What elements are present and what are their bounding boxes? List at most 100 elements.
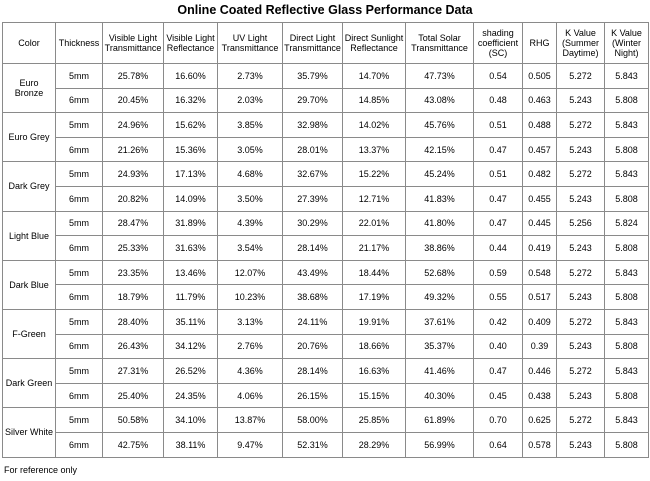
table-cell: 5.272 bbox=[556, 358, 605, 384]
color-cell: Dark Blue bbox=[2, 259, 56, 310]
table-cell: 6mm bbox=[55, 87, 103, 114]
table-cell: 0.505 bbox=[522, 63, 557, 89]
table-cell: 5mm bbox=[55, 358, 103, 384]
column-header: Color bbox=[2, 22, 56, 64]
table-cell: 35.79% bbox=[282, 63, 343, 89]
table-cell: 42.15% bbox=[405, 136, 474, 163]
table-cell: 5.843 bbox=[604, 161, 649, 187]
table-row: 6mm 26.43% 34.12% 2.76% 20.76% 18.66% 35.37% 0.… bbox=[3, 333, 649, 360]
table-cell: 27.39% bbox=[282, 185, 343, 212]
table-cell: 5.843 bbox=[604, 308, 649, 335]
color-cell: Dark Grey bbox=[2, 161, 56, 212]
table-cell: 0.419 bbox=[522, 235, 557, 261]
column-header: K Value (Summer Daytime) bbox=[556, 22, 605, 64]
table-cell: 0.409 bbox=[522, 308, 557, 335]
table-row: Dark Green 5mm 27.31% 26.52% 4.36% 28.14% 16.6… bbox=[2, 358, 649, 409]
table-cell: 5.243 bbox=[556, 87, 605, 114]
table-cell: 25.33% bbox=[102, 235, 164, 261]
table-row: 6mm 25.40% 24.35% 4.06% 26.15% 15.15% 40.30% 0.… bbox=[3, 382, 649, 409]
table-cell: 12.71% bbox=[342, 185, 406, 212]
table-cell: 56.99% bbox=[405, 431, 474, 458]
table-cell: 42.75% bbox=[102, 431, 164, 458]
table-cell: 0.48 bbox=[473, 87, 523, 114]
table-cell: 3.50% bbox=[217, 185, 283, 212]
table-cell: 43.08% bbox=[405, 87, 474, 114]
color-cell: Euro Grey bbox=[2, 112, 56, 163]
table-cell: 0.45 bbox=[473, 382, 523, 409]
table-cell: 41.46% bbox=[405, 358, 474, 384]
table-row: 6mm 20.45% 16.32% 2.03% 29.70% 14.85% 43.08% 0.… bbox=[3, 87, 649, 114]
table-row: Dark Blue 5mm 23.35% 13.46% 12.07% 43.49% 18.4… bbox=[2, 259, 649, 310]
table-cell: 5.843 bbox=[604, 407, 649, 433]
table-cell: 41.80% bbox=[405, 210, 474, 237]
table-cell: 38.68% bbox=[282, 284, 343, 310]
table-cell: 28.14% bbox=[282, 235, 343, 261]
table-cell: 16.32% bbox=[163, 87, 218, 114]
table-row: 6mm 42.75% 38.11% 9.47% 52.31% 28.29% 56.99% 0.… bbox=[3, 431, 649, 458]
table-cell: 38.11% bbox=[163, 431, 218, 458]
table-cell: 0.47 bbox=[473, 358, 523, 384]
table-cell: 5.256 bbox=[556, 210, 605, 237]
table-cell: 5.243 bbox=[556, 333, 605, 360]
column-header: Total Solar Transmittance bbox=[405, 22, 474, 64]
table-cell: 49.32% bbox=[405, 284, 474, 310]
table-cell: 30.29% bbox=[282, 210, 343, 237]
table-row: 6mm 20.82% 14.09% 3.50% 27.39% 12.71% 41.83% 0.… bbox=[3, 185, 649, 212]
table-cell: 45.24% bbox=[405, 161, 474, 187]
table-cell: 5mm bbox=[55, 308, 103, 335]
table-cell: 24.96% bbox=[102, 112, 164, 138]
table-cell: 5.272 bbox=[556, 63, 605, 89]
table-cell: 24.35% bbox=[163, 382, 218, 409]
table-cell: 26.52% bbox=[163, 358, 218, 384]
table-cell: 22.01% bbox=[342, 210, 406, 237]
table-cell: 0.47 bbox=[473, 136, 523, 163]
table-cell: 23.35% bbox=[102, 259, 164, 286]
table-cell: 43.49% bbox=[282, 259, 343, 286]
color-cell: Euro Bronze bbox=[2, 62, 56, 114]
column-header: Visible Light Reflectance bbox=[163, 22, 218, 64]
table-cell: 5.808 bbox=[604, 382, 649, 409]
table-cell: 5.843 bbox=[604, 63, 649, 89]
table-cell: 4.68% bbox=[217, 161, 283, 187]
table-cell: 13.46% bbox=[163, 259, 218, 286]
table-cell: 52.31% bbox=[282, 431, 343, 458]
table-cell: 47.73% bbox=[405, 63, 474, 89]
table-cell: 34.12% bbox=[163, 333, 218, 360]
table-cell: 61.89% bbox=[405, 407, 474, 433]
color-cell: Light Blue bbox=[2, 210, 56, 261]
column-header: Visible Light Transmittance bbox=[102, 22, 164, 64]
table-cell: 24.93% bbox=[102, 161, 164, 187]
table-cell: 26.15% bbox=[282, 382, 343, 409]
table-row: Dark Grey 5mm 24.93% 17.13% 4.68% 32.67% 15.22… bbox=[2, 161, 649, 212]
table-cell: 5.808 bbox=[604, 284, 649, 310]
table-cell: 20.76% bbox=[282, 333, 343, 360]
table-cell: 5.243 bbox=[556, 431, 605, 458]
table-cell: 10.23% bbox=[217, 284, 283, 310]
column-header: Thickness bbox=[55, 22, 103, 64]
table-cell: 2.73% bbox=[217, 63, 283, 89]
table-cell: 0.446 bbox=[522, 358, 557, 384]
table-cell: 20.82% bbox=[102, 185, 164, 212]
table-cell: 2.76% bbox=[217, 333, 283, 360]
table-cell: 20.45% bbox=[102, 87, 164, 114]
column-header: Direct Sunlight Reflectance bbox=[342, 22, 406, 64]
table-cell: 32.67% bbox=[282, 161, 343, 187]
table-cell: 25.40% bbox=[102, 382, 164, 409]
table-cell: 5.243 bbox=[556, 136, 605, 163]
table-cell: 15.36% bbox=[163, 136, 218, 163]
table-cell: 38.86% bbox=[405, 235, 474, 261]
table-cell: 5.824 bbox=[604, 210, 649, 237]
table-cell: 16.63% bbox=[342, 358, 406, 384]
table-cell: 0.445 bbox=[522, 210, 557, 237]
table-cell: 0.51 bbox=[473, 112, 523, 138]
column-header: Direct Light Transmittance bbox=[282, 22, 343, 64]
table-cell: 6mm bbox=[55, 136, 103, 163]
table-cell: 50.58% bbox=[102, 407, 164, 433]
table-cell: 52.68% bbox=[405, 259, 474, 286]
table-cell: 0.482 bbox=[522, 161, 557, 187]
table-cell: 3.85% bbox=[217, 112, 283, 138]
title: Online Coated Reflective Glass Performan… bbox=[177, 3, 473, 17]
table-cell: 5mm bbox=[55, 259, 103, 286]
table-row: Euro Bronze 5mm 25.78% 16.60% 2.73% 35.79% 14.… bbox=[2, 62, 649, 114]
table-cell: 32.98% bbox=[282, 112, 343, 138]
